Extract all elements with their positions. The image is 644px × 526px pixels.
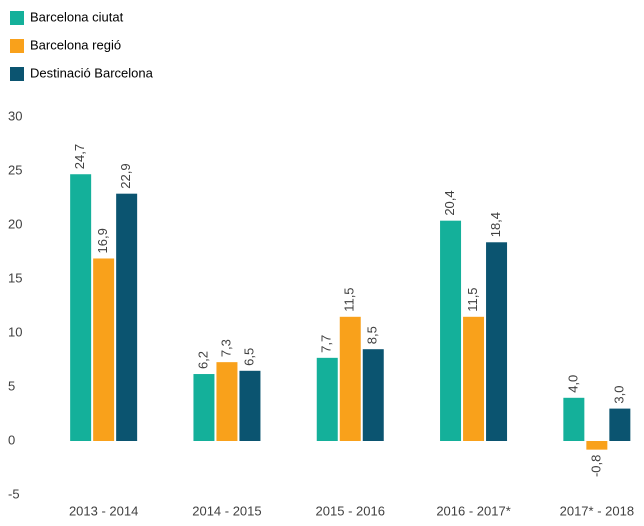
y-tick-label: 30 (8, 108, 22, 123)
y-tick-label: 0 (8, 432, 15, 447)
x-tick-label: 2016 - 2017* (436, 503, 510, 518)
bar (216, 362, 238, 441)
y-tick-label: 25 (8, 162, 22, 177)
bar (70, 174, 92, 442)
value-label: 4,0 (565, 375, 580, 393)
legend-swatch (10, 67, 24, 81)
bar (563, 397, 585, 441)
value-label: 11,5 (342, 287, 357, 311)
bar (239, 370, 261, 441)
y-tick-label: 15 (8, 270, 22, 285)
y-tick-label: -5 (8, 486, 20, 501)
value-label: 7,7 (319, 335, 334, 353)
legend-label: Barcelona ciutat (30, 9, 124, 24)
bar (486, 242, 508, 441)
value-label: 24,7 (72, 144, 87, 169)
bar (609, 408, 631, 441)
value-label: 6,2 (195, 351, 210, 369)
bar (193, 374, 215, 441)
y-tick-label: 10 (8, 324, 22, 339)
value-label: -0,8 (588, 455, 603, 477)
bar (440, 220, 462, 441)
bar (93, 258, 115, 441)
value-label: 18,4 (488, 212, 503, 237)
legend-swatch (10, 39, 24, 53)
bar (316, 357, 338, 441)
value-label: 7,3 (218, 339, 233, 357)
bar (362, 349, 384, 441)
bar (339, 316, 361, 441)
y-tick-label: 20 (8, 216, 22, 231)
x-tick-label: 2015 - 2016 (316, 503, 385, 518)
legend-label: Destinació Barcelona (30, 65, 154, 80)
x-tick-label: 2013 - 2014 (69, 503, 138, 518)
bar (463, 316, 485, 441)
bar (586, 441, 608, 450)
legend-label: Barcelona regió (30, 37, 121, 52)
x-tick-label: 2017* - 2018 (560, 503, 634, 518)
value-label: 20,4 (442, 190, 457, 215)
value-label: 11,5 (465, 287, 480, 311)
y-tick-label: 5 (8, 378, 15, 393)
value-label: 3,0 (611, 386, 626, 404)
x-tick-label: 2014 - 2015 (192, 503, 261, 518)
bar (116, 193, 138, 441)
legend-swatch (10, 11, 24, 25)
value-label: 22,9 (118, 163, 133, 188)
value-label: 8,5 (365, 326, 380, 344)
value-label: 16,9 (95, 228, 110, 253)
value-label: 6,5 (241, 348, 256, 366)
